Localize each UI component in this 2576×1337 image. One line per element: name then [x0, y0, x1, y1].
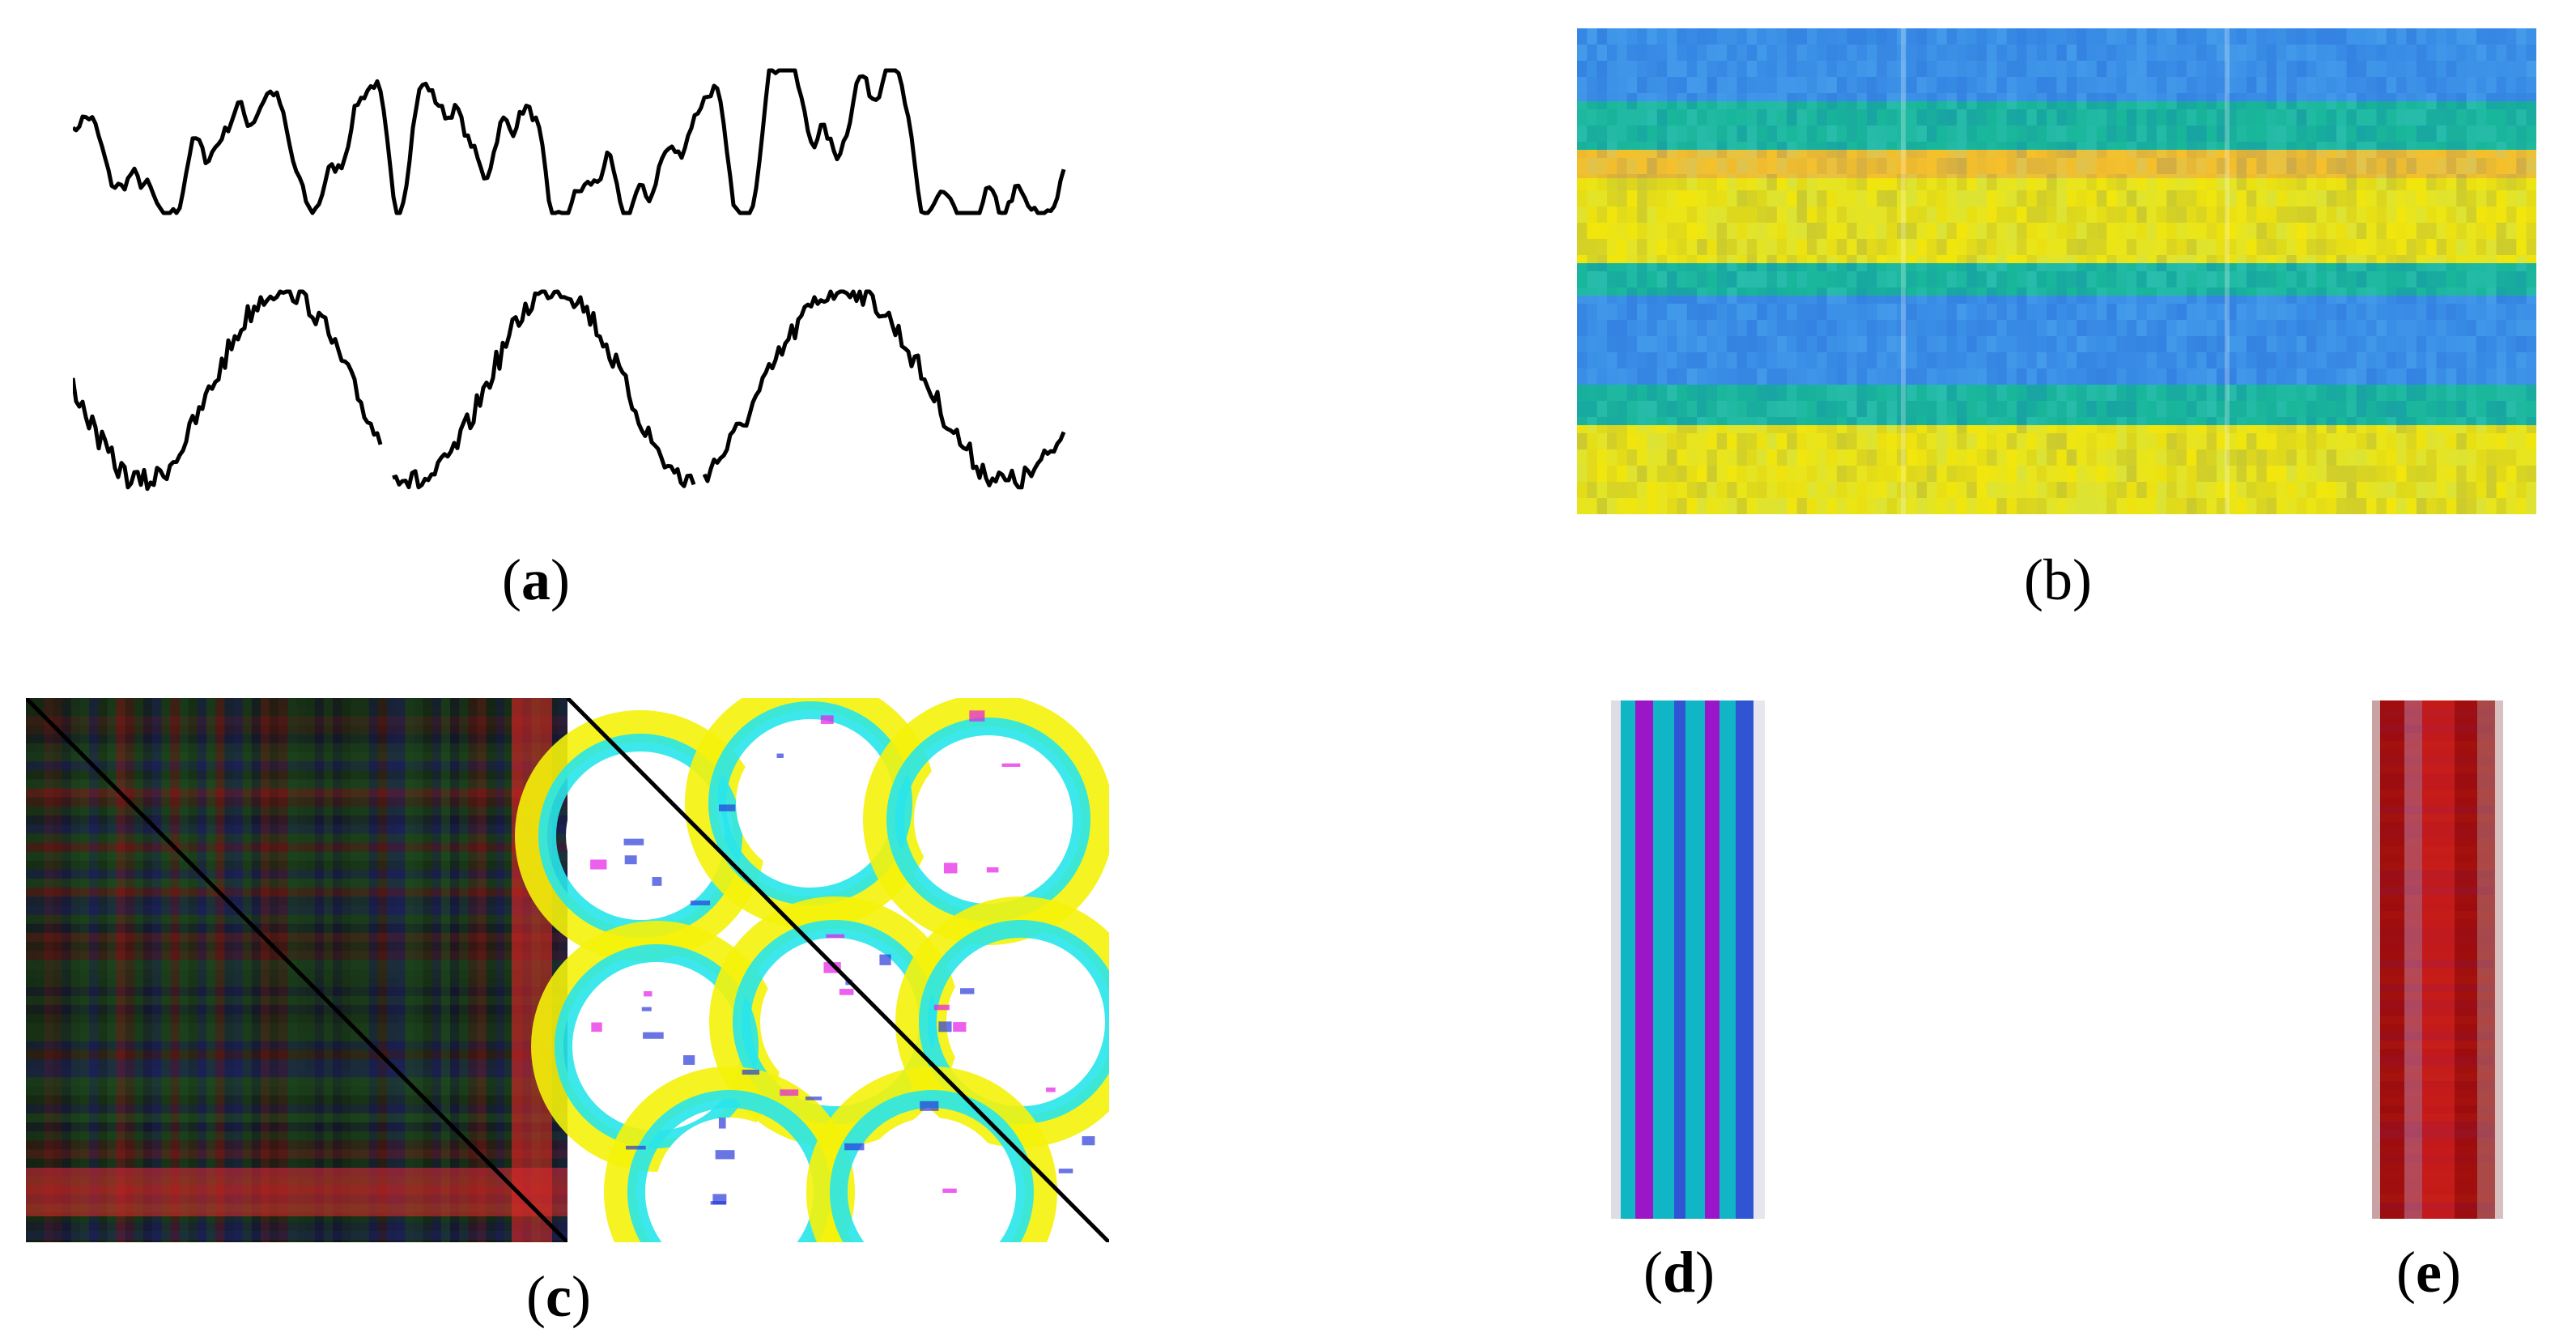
spectrogram-band-2 — [1577, 101, 2536, 150]
caption-d: (d) — [1643, 1240, 1715, 1305]
spectrogram-image — [1577, 28, 2536, 514]
panel-c-recurrence-plots — [26, 698, 1109, 1242]
signal-traces-plot — [73, 68, 1066, 492]
spectrogram-boundary-1 — [1901, 28, 1906, 514]
panel-a-signal-traces — [73, 20, 1073, 522]
stripe-d-stripe-4 — [1653, 700, 1674, 1219]
spectrogram-band-5 — [1577, 263, 2536, 296]
stripe-d-stripe-2 — [1621, 700, 1635, 1219]
spectrogram-boundary-2 — [2225, 28, 2230, 514]
recurrence-plot-right — [515, 698, 1109, 1242]
stripe-d-stripe-10 — [1753, 700, 1765, 1219]
panel-b-spectrogram — [1577, 28, 2536, 514]
stripe-image-d — [1611, 700, 1765, 1219]
stripe-e-stripe-7 — [2495, 700, 2503, 1219]
stripe-e-stripe-2 — [2380, 700, 2404, 1219]
caption-b: (b) — [2024, 547, 2092, 612]
stripe-e-stripe-1 — [2372, 700, 2380, 1219]
stripe-e-stripe-6 — [2477, 700, 2495, 1219]
panel-e-stripe-image — [2372, 700, 2514, 1219]
caption-e: (e) — [2396, 1240, 2461, 1305]
spectrogram-band-3 — [1577, 150, 2536, 178]
stripe-d-stripe-5 — [1674, 700, 1685, 1219]
lower-trace-segment-1 — [73, 289, 383, 492]
stripe-d-stripe-3 — [1635, 700, 1653, 1219]
upper-trace-segment-1 — [73, 68, 1066, 215]
stripe-d-stripe-1 — [1611, 700, 1621, 1219]
stripe-d-stripe-8 — [1719, 700, 1736, 1219]
stripe-e-stripe-5 — [2455, 700, 2477, 1219]
stripe-d-stripe-7 — [1705, 700, 1719, 1219]
spectrogram-band-4 — [1577, 178, 2536, 263]
lower-trace-segment-3 — [702, 289, 1066, 490]
stripe-e-stripe-4 — [2422, 700, 2455, 1219]
stripe-e-stripe-3 — [2404, 700, 2422, 1219]
spectrogram-band-7 — [1577, 385, 2536, 425]
stripe-d-stripe-6 — [1685, 700, 1705, 1219]
stripe-d-stripe-9 — [1736, 700, 1753, 1219]
recurrence-plot-image — [26, 698, 1109, 1242]
spectrogram-texture — [1577, 28, 2536, 514]
spectrogram-band-8 — [1577, 425, 2536, 514]
stripe-e-stripe-8 — [2503, 700, 2514, 1219]
spectrogram-band-1 — [1577, 28, 2536, 101]
stripe-image-e — [2372, 700, 2514, 1219]
lower-trace-segment-2 — [392, 289, 696, 490]
spectrogram-band-6 — [1577, 296, 2536, 385]
caption-a: (a) — [502, 547, 570, 612]
caption-c: (c) — [526, 1264, 591, 1329]
panel-d-stripe-image — [1611, 700, 1765, 1219]
recurrence-plot-left — [26, 698, 569, 1242]
